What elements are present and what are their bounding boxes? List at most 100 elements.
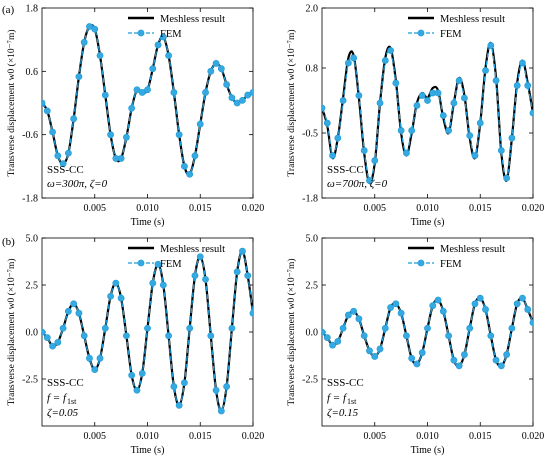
annotation-damping: ζ=0.15 bbox=[327, 407, 359, 419]
fem-point bbox=[402, 149, 410, 157]
fem-point bbox=[112, 279, 120, 287]
x-tick-label: 0.015 bbox=[189, 203, 212, 214]
fem-point bbox=[355, 315, 363, 323]
series-line-fem bbox=[42, 24, 253, 176]
fem-point bbox=[471, 300, 479, 308]
x-tick-label: 0.020 bbox=[242, 203, 265, 214]
y-tick-label: 0.6 bbox=[26, 67, 39, 78]
fem-point bbox=[202, 275, 209, 283]
fem-point bbox=[413, 360, 421, 368]
x-tick-label: 0.015 bbox=[469, 203, 492, 214]
fem-point bbox=[144, 86, 151, 94]
fem-point bbox=[191, 272, 199, 279]
fem-point bbox=[223, 383, 231, 390]
plot-area bbox=[322, 294, 533, 370]
fem-point bbox=[186, 170, 194, 178]
fem-point bbox=[492, 77, 500, 84]
fem-point bbox=[439, 112, 447, 119]
fem-point bbox=[181, 379, 188, 387]
fem-point bbox=[207, 332, 215, 340]
y-tick-label: 0.8 bbox=[306, 64, 319, 75]
fem-point bbox=[455, 362, 463, 370]
legend-label-meshless: Meshless result bbox=[440, 244, 505, 255]
x-tick-label: 0.015 bbox=[189, 431, 212, 442]
fem-point bbox=[503, 351, 511, 358]
annotation-boundary: SSS-CC bbox=[47, 164, 84, 176]
fem-point bbox=[424, 97, 431, 104]
fem-point bbox=[207, 67, 215, 75]
fem-point bbox=[75, 309, 83, 317]
y-tick-label: 0.0 bbox=[26, 328, 39, 339]
fem-point bbox=[228, 324, 236, 332]
fem-point bbox=[392, 300, 400, 308]
fem-point bbox=[439, 307, 447, 315]
fem-point bbox=[43, 334, 51, 342]
chart-panel-bottom-left: 0.005 0.010 0.015 0.020 -2.5 0.0 2.5 5.0 Time (s… bbox=[6, 234, 264, 457]
fem-point bbox=[154, 260, 162, 268]
series-line-meshless bbox=[42, 23, 253, 176]
fem-point bbox=[70, 300, 78, 308]
fem-point bbox=[482, 306, 489, 313]
fem-point bbox=[450, 356, 458, 364]
fem-point bbox=[476, 119, 484, 127]
fem-point bbox=[138, 89, 146, 96]
fem-point bbox=[323, 119, 331, 127]
legend-label-fem: FEM bbox=[160, 259, 182, 270]
fem-point bbox=[49, 128, 56, 136]
x-tick-label: 0.005 bbox=[84, 431, 107, 442]
fem-point bbox=[350, 307, 358, 315]
legend-marker-fem bbox=[137, 259, 145, 267]
fem-point bbox=[202, 89, 209, 96]
fem-point bbox=[350, 54, 358, 62]
fem-point bbox=[482, 67, 489, 74]
fem-point bbox=[461, 351, 468, 358]
x-axis-label: Time (s) bbox=[131, 217, 165, 228]
legend-label-fem: FEM bbox=[440, 259, 462, 270]
fem-point bbox=[466, 324, 474, 332]
x-tick-label: 0.020 bbox=[242, 431, 265, 442]
legend-marker-fem bbox=[417, 259, 425, 267]
fem-point bbox=[366, 347, 373, 355]
y-tick-label: -1.8 bbox=[302, 194, 318, 205]
fem-point bbox=[123, 332, 130, 340]
fem-point bbox=[54, 152, 62, 160]
fem-point bbox=[497, 147, 505, 154]
fem-point bbox=[450, 99, 458, 107]
fem-point bbox=[408, 354, 416, 362]
fem-point bbox=[175, 401, 183, 409]
fem-point bbox=[128, 104, 136, 112]
fem-point bbox=[154, 41, 162, 49]
y-tick-label: -0.6 bbox=[22, 130, 38, 141]
x-axis-label: Time (s) bbox=[131, 445, 165, 456]
series-line-meshless bbox=[322, 41, 533, 185]
x-tick-label: 0.005 bbox=[364, 431, 387, 442]
fem-point bbox=[461, 94, 468, 102]
fem-point bbox=[344, 59, 352, 67]
y-tick-label: -1.8 bbox=[22, 194, 38, 205]
fem-point bbox=[524, 306, 532, 313]
fem-point bbox=[149, 279, 157, 287]
fem-point bbox=[249, 89, 253, 96]
fem-point bbox=[334, 134, 342, 142]
fem-point bbox=[96, 52, 104, 59]
fem-point bbox=[508, 324, 516, 332]
fem-point bbox=[123, 133, 130, 141]
fem-point bbox=[128, 371, 136, 379]
fem-point bbox=[75, 73, 83, 81]
legend-marker-fem bbox=[137, 29, 145, 37]
annotation-frequency-subscript: 1st bbox=[67, 397, 77, 406]
fem-point bbox=[133, 386, 141, 394]
fem-point bbox=[42, 99, 46, 107]
fem-point bbox=[445, 332, 452, 340]
fem-point bbox=[196, 253, 204, 261]
fem-point bbox=[519, 59, 526, 67]
fem-point bbox=[101, 324, 109, 332]
fem-point bbox=[59, 324, 67, 332]
y-axis-label: Transverse displacement w0 (×10⁻⁷m) bbox=[6, 29, 17, 176]
y-tick-label: -2.5 bbox=[22, 375, 38, 386]
fem-point bbox=[244, 91, 252, 99]
fem-point bbox=[387, 47, 394, 54]
chart-panel-top-right: 0.005 0.010 0.015 0.020 -1.8 -0.5 0.8 2.0 Time (… bbox=[286, 4, 544, 229]
fem-point bbox=[344, 311, 352, 319]
